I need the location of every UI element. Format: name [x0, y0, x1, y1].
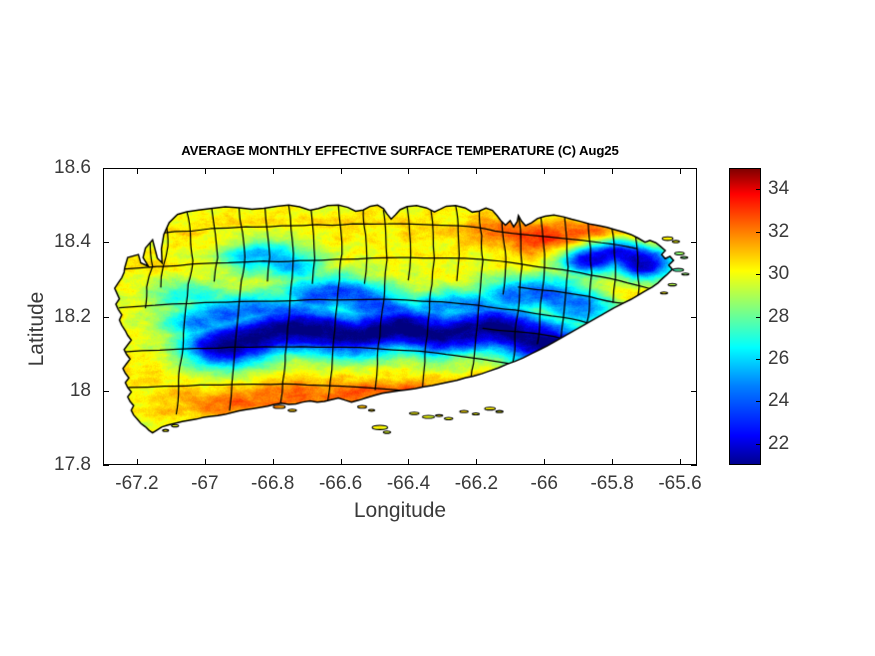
y-tick-mark — [103, 316, 109, 318]
x-tick-label: -66.2 — [454, 473, 499, 494]
x-tick-mark-top — [204, 168, 206, 174]
y-tick-mark — [103, 242, 109, 244]
y-tick-mark-right — [691, 390, 697, 392]
y-tick-label: 18.4 — [54, 231, 91, 253]
x-tick-label: -66.6 — [318, 473, 363, 494]
x-tick-mark — [544, 459, 546, 465]
x-tick-mark-top — [340, 168, 342, 174]
y-tick-label: 18 — [69, 379, 91, 401]
y-tick-label: 18.6 — [54, 157, 91, 178]
colorbar-tick-mark — [756, 189, 761, 191]
colorbar-tick-mark — [756, 401, 761, 403]
x-tick-mark — [340, 459, 342, 465]
x-tick-label: -66.4 — [386, 473, 431, 494]
colorbar-tick-label: 30 — [768, 263, 790, 285]
page-title: AVERAGE MONTHLY EFFECTIVE SURFACE TEMPER… — [181, 143, 619, 158]
colorbar-tick-label: 32 — [768, 220, 790, 242]
x-tick-mark — [204, 459, 206, 465]
y-tick-mark-right — [691, 465, 697, 466]
colorbar-tick-mark — [756, 316, 761, 318]
x-tick-mark-top — [136, 168, 138, 174]
y-tick-label: 18.2 — [54, 305, 91, 327]
y-tick-mark-right — [691, 316, 697, 318]
y-tick-mark — [103, 390, 109, 392]
x-tick-label: -67.2 — [115, 473, 159, 494]
x-tick-mark-top — [476, 168, 478, 174]
colorbar-tick-mark — [756, 358, 761, 360]
colorbar-tick-label: 28 — [768, 305, 790, 327]
x-tick-mark-top — [544, 168, 546, 174]
y-tick-mark-right — [691, 242, 697, 244]
x-tick-mark — [476, 459, 478, 465]
x-axis-label: Longitude — [353, 499, 447, 522]
colorbar[interactable] — [729, 168, 761, 465]
x-tick-mark-top — [408, 168, 410, 174]
x-tick-mark — [408, 459, 410, 465]
y-tick-mark — [103, 465, 109, 466]
colorbar-tick-label: 24 — [768, 390, 790, 412]
y-axis-label: Latitude — [25, 291, 48, 367]
y-tick-mark — [103, 168, 109, 169]
x-tick-mark — [680, 459, 682, 465]
x-tick-mark — [612, 459, 614, 465]
colorbar-tick-mark — [756, 231, 761, 233]
map-axes[interactable] — [103, 168, 697, 465]
colorbar-tick-label: 22 — [768, 432, 790, 454]
x-tick-mark — [136, 459, 138, 465]
x-tick-label: -66 — [530, 473, 558, 494]
colorbar-tick-label: 34 — [768, 178, 790, 200]
x-tick-mark-top — [612, 168, 614, 174]
x-tick-label: -65.6 — [658, 473, 702, 494]
x-tick-label: -67 — [191, 473, 219, 494]
x-tick-mark-top — [272, 168, 274, 174]
colorbar-tick-label: 26 — [768, 347, 790, 369]
x-tick-label: -65.8 — [590, 473, 634, 494]
temperature-heatmap[interactable] — [104, 169, 696, 464]
x-tick-mark — [272, 459, 274, 465]
y-tick-mark-right — [691, 168, 697, 169]
x-tick-mark-top — [680, 168, 682, 174]
colorbar-tick-mark — [756, 274, 761, 276]
x-tick-label: -66.8 — [251, 473, 295, 494]
colorbar-tick-mark — [756, 443, 761, 445]
y-tick-label: 17.8 — [54, 454, 91, 475]
